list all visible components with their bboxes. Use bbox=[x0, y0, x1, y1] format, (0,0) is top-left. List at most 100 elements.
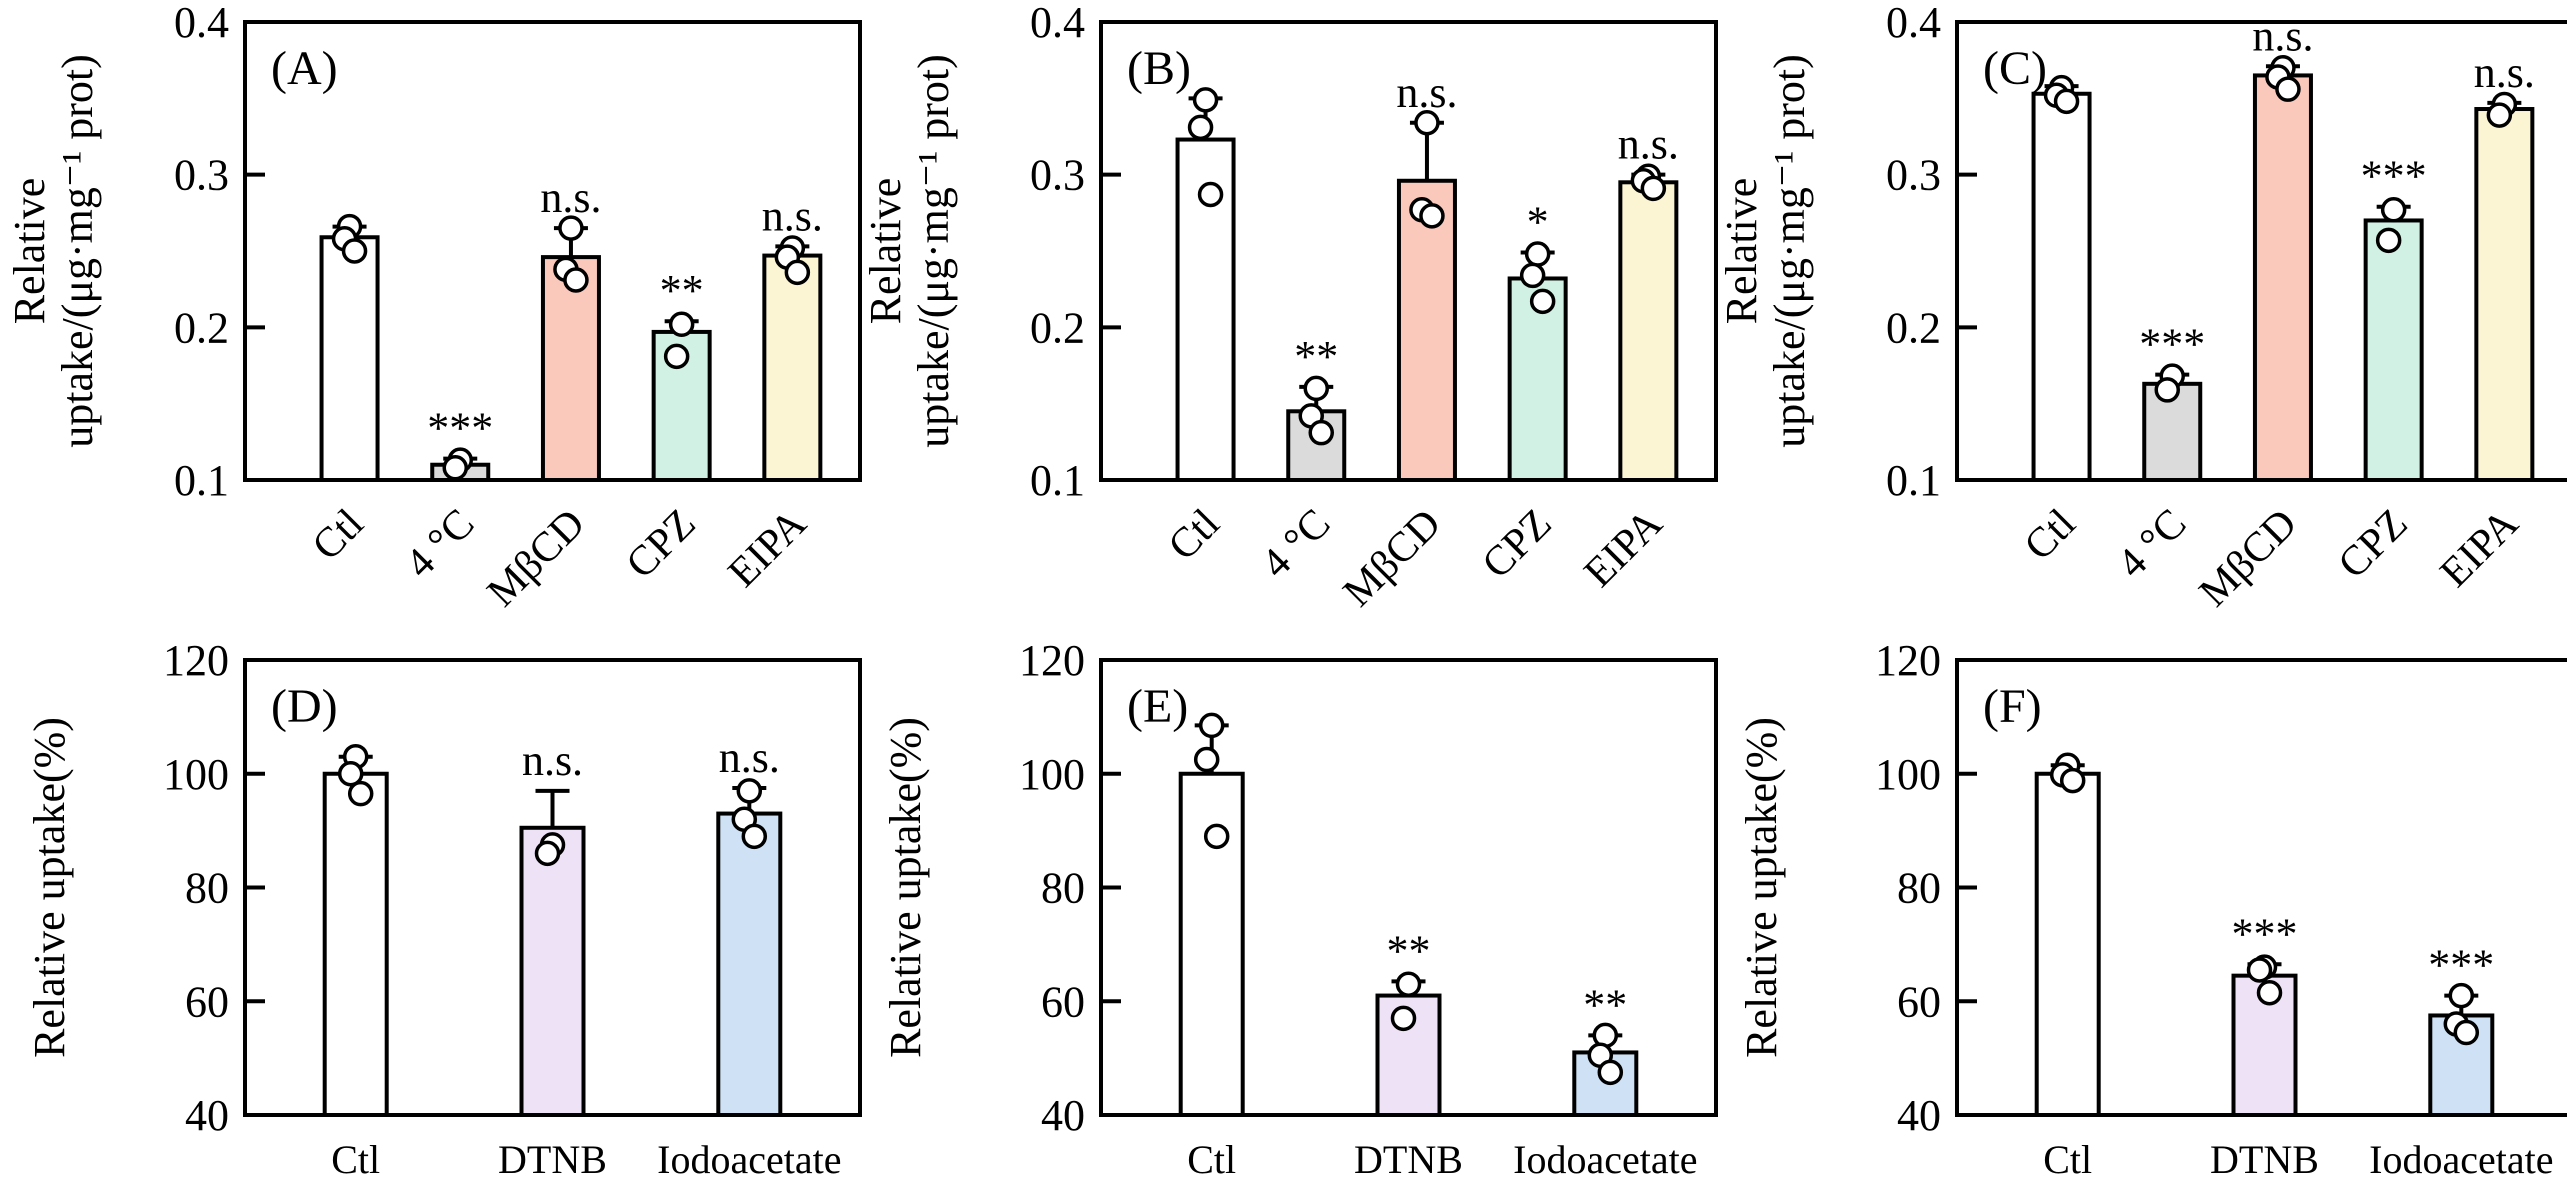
y-tick-label: 100 bbox=[1875, 750, 1941, 799]
panel-F: 40 60 80 100 120 Ctl *** DTNB *** Iodoacetate (F) R… bbox=[1712, 598, 2567, 1196]
data-point bbox=[2246, 957, 2273, 983]
data-point bbox=[1203, 823, 1230, 850]
data-point bbox=[1640, 175, 1667, 202]
x-tick-label: 4 °C bbox=[1253, 501, 1339, 587]
significance-label: n.s. bbox=[540, 173, 601, 222]
panel-letter: (E) bbox=[1127, 680, 1188, 733]
bar-Ctl bbox=[2031, 91, 2092, 483]
x-tick-label: CPZ bbox=[618, 501, 705, 588]
data-point bbox=[1419, 203, 1445, 229]
x-tick-label: Ctl bbox=[1160, 501, 1229, 570]
axes-frame bbox=[1955, 658, 2567, 1117]
y-tick-label: 40 bbox=[1041, 1091, 1085, 1140]
data-point bbox=[442, 455, 468, 481]
significance-label: n.s. bbox=[762, 191, 823, 240]
x-tick-label: Ctl bbox=[1187, 1137, 1236, 1182]
data-point bbox=[2053, 88, 2080, 115]
y-tick-label: 60 bbox=[1041, 977, 1085, 1026]
data-point bbox=[1197, 181, 1224, 208]
data-point bbox=[337, 761, 364, 787]
panel-E-chart: 40 60 80 100 120 Ctl ** DTNB ** Iodoacetate (E) Rel… bbox=[881, 636, 1718, 1182]
y-axis-label: uptake/(μg·mg⁻¹ prot) bbox=[53, 54, 102, 448]
panel-D-chart: 40 60 80 100 120 Ctl n.s. DTNB n.s. Iodoacetate (D… bbox=[25, 636, 862, 1182]
data-point bbox=[2154, 377, 2180, 403]
y-tick-label: 80 bbox=[1041, 864, 1085, 913]
bar-Ctl bbox=[322, 771, 389, 1117]
y-axis-label: uptake/(μg·mg⁻¹ prot) bbox=[1765, 54, 1814, 448]
bar-MβCD bbox=[2252, 73, 2313, 483]
panel-B: 0.1 0.2 0.3 0.4 Ctl ** 4 °C n.s. MβCD * CPZ n.s. EIP… bbox=[856, 0, 1718, 616]
bar-Iodoacetate bbox=[716, 811, 783, 1117]
data-point bbox=[1198, 712, 1225, 739]
x-tick-label: Iodoacetate bbox=[657, 1137, 841, 1182]
y-tick-label: 80 bbox=[1897, 864, 1941, 913]
data-point bbox=[1390, 1005, 1417, 1032]
panel-letter: (A) bbox=[271, 42, 338, 95]
data-point bbox=[741, 823, 768, 850]
data-point bbox=[341, 238, 368, 264]
panel-C: 0.1 0.2 0.3 0.4 Ctl *** 4 °C n.s. MβCD *** CPZ n.s.… bbox=[1712, 0, 2567, 616]
data-point bbox=[2380, 197, 2407, 223]
data-point bbox=[558, 215, 584, 241]
y-axis-label: uptake/(μg·mg⁻¹ prot) bbox=[909, 54, 958, 448]
y-tick-label: 60 bbox=[185, 977, 229, 1026]
y-axis-label: Relative uptake(%) bbox=[1737, 717, 1786, 1058]
data-point bbox=[1395, 971, 1422, 997]
data-point bbox=[2453, 1019, 2480, 1046]
x-tick-label: CPZ bbox=[1474, 501, 1561, 588]
data-point bbox=[2256, 979, 2283, 1006]
panel-E: 40 60 80 100 120 Ctl ** DTNB ** Iodoacetate (E) Rel… bbox=[856, 598, 1718, 1196]
significance-label: ** bbox=[660, 266, 704, 315]
data-point bbox=[1192, 87, 1219, 113]
x-tick-label: EIPA bbox=[1576, 500, 1672, 596]
y-tick-label: 40 bbox=[1897, 1091, 1941, 1140]
significance-label: *** bbox=[2139, 320, 2205, 369]
y-tick-label: 0.2 bbox=[174, 303, 229, 352]
data-point bbox=[668, 311, 695, 338]
data-point bbox=[563, 267, 589, 293]
y-tick-label: 100 bbox=[163, 750, 229, 799]
axes-frame bbox=[243, 20, 862, 482]
y-axis-label: Relative bbox=[5, 178, 54, 325]
x-tick-label: Ctl bbox=[331, 1137, 380, 1182]
y-tick-label: 0.3 bbox=[1886, 151, 1941, 200]
axes-frame bbox=[1099, 20, 1718, 482]
x-tick-label: EIPA bbox=[2432, 500, 2528, 596]
bar-EIPA bbox=[762, 253, 823, 482]
panel-letter: (C) bbox=[1983, 42, 2047, 95]
data-point bbox=[1529, 288, 1556, 315]
data-point bbox=[1308, 419, 1334, 446]
panel-F-chart: 40 60 80 100 120 Ctl *** DTNB *** Iodoacetate (F) R… bbox=[1737, 636, 2567, 1182]
significance-label: *** bbox=[2232, 909, 2298, 958]
y-axis-label: Relative uptake(%) bbox=[881, 717, 930, 1058]
bar-DTNB bbox=[519, 825, 586, 1117]
x-tick-label: Ctl bbox=[2016, 501, 2085, 570]
y-tick-label: 60 bbox=[1897, 977, 1941, 1026]
y-tick-label: 0.2 bbox=[1886, 303, 1941, 352]
panel-A: 0.1 0.2 0.3 0.4 Ctl *** 4 °C n.s. MβCD ** CPZ n.s. E… bbox=[0, 0, 862, 616]
panel-letter: (D) bbox=[271, 680, 338, 733]
x-tick-label: DTNB bbox=[498, 1137, 607, 1182]
significance-label: n.s. bbox=[522, 736, 583, 785]
axes-frame bbox=[1955, 20, 2567, 482]
significance-label: *** bbox=[2361, 152, 2427, 201]
x-tick-label: Ctl bbox=[304, 501, 373, 570]
data-point bbox=[663, 343, 690, 370]
y-tick-label: 100 bbox=[1019, 750, 1085, 799]
x-tick-label: Iodoacetate bbox=[1513, 1137, 1697, 1182]
panel-letter: (B) bbox=[1127, 42, 1191, 95]
y-tick-label: 80 bbox=[185, 864, 229, 913]
y-tick-label: 120 bbox=[163, 636, 229, 685]
significance-label: n.s. bbox=[1396, 68, 1457, 117]
bar-Ctl bbox=[2034, 771, 2101, 1117]
significance-label: n.s. bbox=[719, 733, 780, 782]
data-point bbox=[1187, 114, 1214, 141]
y-tick-label: 0.1 bbox=[1030, 456, 1085, 505]
axes-frame bbox=[1099, 658, 1718, 1117]
x-tick-label: 4 °C bbox=[2109, 501, 2195, 587]
y-tick-label: 0.4 bbox=[174, 0, 229, 47]
